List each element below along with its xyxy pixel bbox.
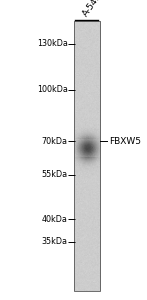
Text: 100kDa: 100kDa [37,85,68,94]
Text: 35kDa: 35kDa [42,237,68,246]
Text: 70kDa: 70kDa [42,136,68,146]
Text: 55kDa: 55kDa [41,170,68,179]
Text: A-549: A-549 [82,0,104,18]
Bar [74,21,100,291]
Text: FBXW5: FBXW5 [109,136,141,146]
Text: 40kDa: 40kDa [42,214,68,224]
Text: 130kDa: 130kDa [37,39,68,48]
